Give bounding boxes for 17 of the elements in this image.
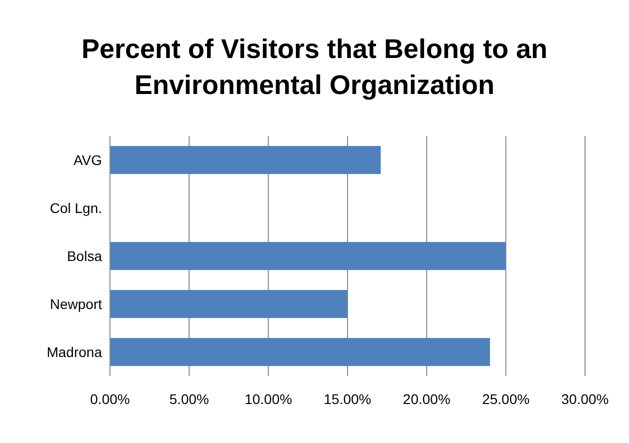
bar xyxy=(110,146,381,174)
x-tick-label: 25.00% xyxy=(482,390,530,407)
y-tick-label: Bolsa xyxy=(66,248,102,264)
y-tick-label: Newport xyxy=(50,296,102,312)
y-tick-label: Madrona xyxy=(46,344,102,360)
chart-title: Percent of Visitors that Belong to an Environmental Organization xyxy=(80,33,549,102)
bar xyxy=(110,290,348,318)
bar xyxy=(110,338,490,366)
x-tick-label: 30.00% xyxy=(561,390,609,407)
x-tick-label: 5.00% xyxy=(169,390,210,407)
x-tick-label: 0.00% xyxy=(90,390,130,407)
x-tick-label: 15.00% xyxy=(324,390,372,407)
x-tick-label: 20.00% xyxy=(402,390,450,407)
y-tick-label: AVG xyxy=(73,152,102,168)
y-tick-label: Col Lgn. xyxy=(50,200,102,216)
x-tick-label: 10.00% xyxy=(244,390,292,407)
bar xyxy=(110,242,506,270)
